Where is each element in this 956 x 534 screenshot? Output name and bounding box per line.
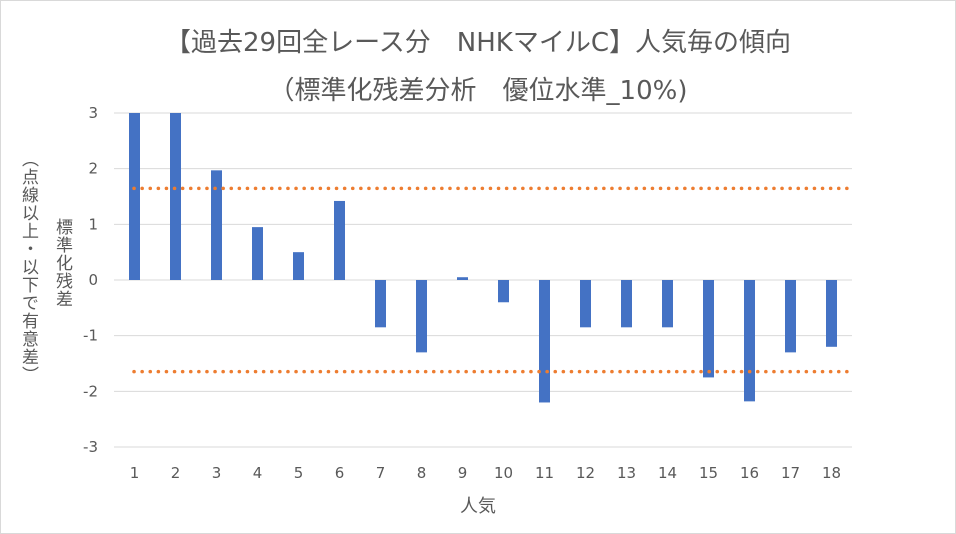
bar-series bbox=[129, 113, 837, 403]
y-tick-label: 0 bbox=[88, 271, 98, 289]
bar bbox=[498, 280, 509, 303]
gridlines bbox=[114, 112, 852, 448]
y-tick-label: -1 bbox=[83, 327, 98, 345]
x-tick-label: 6 bbox=[335, 464, 345, 482]
bar bbox=[457, 277, 468, 280]
bar bbox=[539, 280, 550, 403]
bar bbox=[170, 113, 181, 280]
x-tick-label: 17 bbox=[781, 464, 800, 482]
bar bbox=[662, 280, 673, 328]
bar bbox=[580, 280, 591, 328]
x-tick-label: 13 bbox=[617, 464, 636, 482]
bar bbox=[703, 280, 714, 378]
x-axis-ticks: 1 2 3 4 5 6 7 8 9 10 11 12 13 14 15 16 17 18 bbox=[130, 464, 841, 482]
x-tick-label: 14 bbox=[658, 464, 677, 482]
y-tick-label: -3 bbox=[83, 438, 98, 456]
x-axis-label: 人気 bbox=[460, 496, 496, 517]
y-axis-ticks: 3 2 1 0 -1 -2 -3 bbox=[83, 104, 98, 456]
y-tick-label: 1 bbox=[88, 215, 98, 233]
bar bbox=[744, 280, 755, 402]
y-axis-label: 標準化残差 bbox=[52, 218, 72, 308]
x-tick-label: 2 bbox=[171, 464, 181, 482]
bar bbox=[252, 227, 263, 280]
y-axis-note: （点線以上・以下で有意差） bbox=[18, 150, 38, 384]
y-tick-label: 2 bbox=[88, 160, 98, 178]
y-tick-label: 3 bbox=[88, 104, 98, 122]
x-tick-label: 8 bbox=[417, 464, 427, 482]
x-tick-label: 12 bbox=[576, 464, 595, 482]
chart-subtitle: （標準化残差分析 優位水準_10%) bbox=[268, 76, 688, 106]
x-tick-label: 7 bbox=[376, 464, 386, 482]
threshold-lines bbox=[132, 186, 854, 374]
x-tick-label: 11 bbox=[535, 464, 554, 482]
chart-title: 【過去29回全レース分 NHKマイルC】人気毎の傾向 bbox=[165, 28, 791, 58]
x-tick-label: 16 bbox=[740, 464, 759, 482]
bar bbox=[416, 280, 427, 353]
bar bbox=[621, 280, 632, 328]
bar bbox=[334, 200, 345, 280]
x-tick-label: 18 bbox=[822, 464, 841, 482]
bar bbox=[129, 113, 140, 280]
x-tick-label: 10 bbox=[494, 464, 513, 482]
x-tick-label: 3 bbox=[212, 464, 222, 482]
y-axis-label-group: 標準化残差 （点線以上・以下で有意差） bbox=[14, 150, 78, 410]
bar bbox=[211, 170, 222, 280]
x-tick-label: 5 bbox=[294, 464, 304, 482]
bar bbox=[826, 280, 837, 347]
bar bbox=[785, 280, 796, 353]
x-tick-label: 9 bbox=[458, 464, 468, 482]
bar bbox=[375, 280, 386, 328]
x-tick-label: 15 bbox=[699, 464, 718, 482]
bar bbox=[293, 252, 304, 280]
x-tick-label: 1 bbox=[130, 464, 140, 482]
x-tick-label: 4 bbox=[253, 464, 263, 482]
y-tick-label: -2 bbox=[83, 382, 98, 400]
